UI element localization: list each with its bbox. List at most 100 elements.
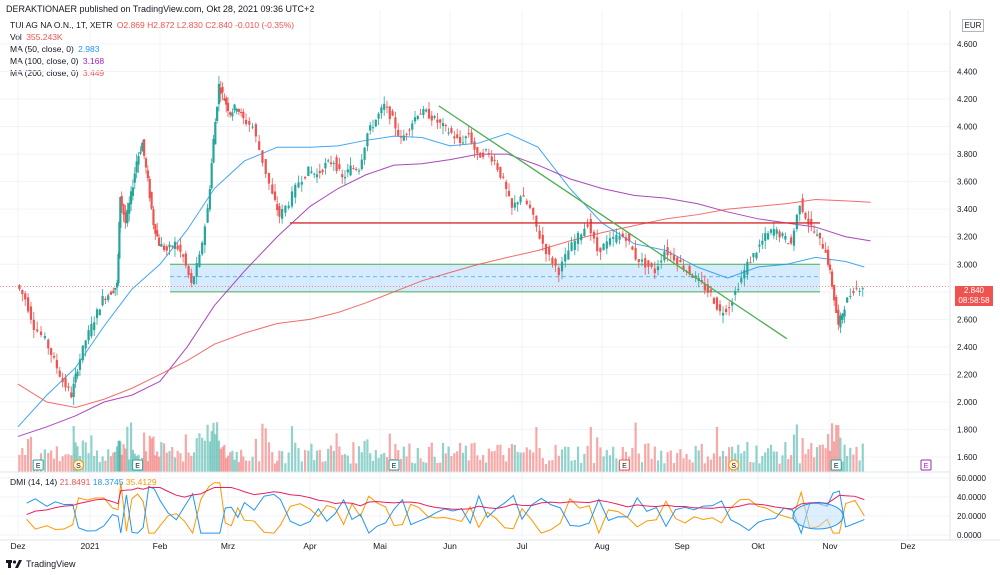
candle-body [755, 252, 758, 259]
candle-body [179, 244, 182, 252]
last-price-tag: 2.840 [955, 286, 993, 296]
volume-bar [798, 463, 801, 472]
candle-body [264, 159, 267, 174]
dmi-tick-label: 60.0000 [957, 474, 986, 483]
volume-bar [660, 450, 663, 472]
volume-bar [666, 452, 669, 472]
candle-body [165, 246, 168, 251]
candle-body [795, 214, 798, 229]
volume-bar [858, 460, 861, 472]
candle-body [195, 263, 198, 277]
x-tick-label: Feb [153, 541, 168, 551]
volume-bar [833, 441, 836, 472]
candle-body [371, 127, 375, 129]
volume-bar [242, 456, 245, 472]
volume-bar [394, 443, 397, 472]
candle-body [318, 171, 321, 174]
volume-legend[interactable]: Vol 355.243K [10, 32, 65, 42]
volume-bar [203, 440, 206, 472]
candle-body [78, 359, 82, 370]
candle-body [554, 258, 557, 266]
candle-body [637, 259, 640, 263]
dmi-legend[interactable]: DMI (14, 14) 21.8491 18.3745 35.4129 [10, 477, 157, 487]
candle-body [787, 243, 790, 245]
candle-body [647, 260, 650, 267]
volume-bar [749, 462, 752, 472]
candle-body [644, 258, 647, 268]
candle-body [458, 136, 462, 144]
ma200-legend[interactable]: MA (200, close, 0) 3.449 [10, 68, 106, 78]
candle-body [119, 197, 122, 228]
volume-bar [129, 422, 133, 472]
volume-bar [740, 453, 743, 472]
candle-body [84, 340, 87, 349]
candle-body [573, 240, 576, 250]
volume-bar [602, 456, 605, 472]
candle-body [557, 267, 560, 276]
y-tick-label: 4.200 [957, 95, 978, 104]
volume-bar [567, 446, 570, 472]
candle-body [476, 147, 479, 154]
candle-body [628, 233, 631, 242]
candle-body [450, 128, 453, 133]
candle-body [156, 230, 159, 237]
volume-bar [532, 452, 535, 472]
candle-body [61, 378, 64, 383]
symbol-legend[interactable]: TUI AG NA O.N., 1T, XETR O2.869 H2.872 L… [10, 20, 296, 30]
volume-bar [458, 442, 462, 472]
candle-body [790, 237, 793, 244]
candle-body [499, 166, 502, 178]
volume-bar [703, 463, 706, 472]
candle-body [815, 234, 819, 236]
volume-bar [656, 460, 660, 472]
volume-bar [792, 434, 796, 472]
volume-bar [436, 462, 439, 472]
tradingview-footer[interactable]: TradingView [6, 559, 76, 569]
candle-body [505, 181, 508, 189]
volume-bar [195, 438, 198, 472]
volume-bar [346, 455, 349, 472]
ma50-legend[interactable]: MA (50, close, 0) 2.983 [10, 44, 101, 54]
volume-bar [419, 458, 422, 472]
candle-body [346, 169, 349, 173]
candle-body [261, 150, 264, 163]
volume-bar [267, 442, 271, 472]
candle-body [813, 231, 816, 233]
tradingview-logo-icon [6, 560, 22, 568]
candle-body [752, 253, 755, 258]
volume-bar [682, 458, 685, 472]
candle-body [516, 202, 519, 205]
volume-bar [168, 451, 171, 472]
candle-body [137, 156, 140, 165]
volume-bar [115, 446, 119, 472]
volume-bar [101, 456, 104, 472]
dmi-tick-label: 40.0000 [957, 493, 986, 502]
volume-bar [18, 454, 21, 472]
ma100-legend[interactable]: MA (100, close, 0) 3.168 [10, 56, 106, 66]
countdown-tag: 08:58:58 [955, 296, 993, 306]
volume-bar [697, 450, 700, 472]
volume-bar [804, 454, 807, 472]
candle-body [363, 147, 366, 160]
candle-body [576, 232, 580, 244]
candle-body [240, 112, 243, 114]
currency-label[interactable]: EUR [962, 19, 984, 32]
x-tick-label: Jun [443, 541, 457, 551]
volume-bar [551, 460, 554, 472]
candle-body [709, 289, 712, 293]
volume-bar [640, 462, 644, 472]
volume-bar [258, 461, 261, 472]
volume-bar [522, 452, 525, 472]
volume-bar [615, 458, 618, 472]
volume-bar [43, 449, 46, 472]
volume-bar [182, 461, 185, 472]
candle-body [621, 233, 624, 238]
candle-body [535, 215, 538, 227]
volume-bar [764, 452, 767, 472]
volume-bar [374, 450, 377, 472]
candle-body [273, 191, 277, 200]
volume-bar [456, 451, 459, 472]
volume-bar [586, 445, 589, 472]
volume-bar [525, 447, 528, 472]
